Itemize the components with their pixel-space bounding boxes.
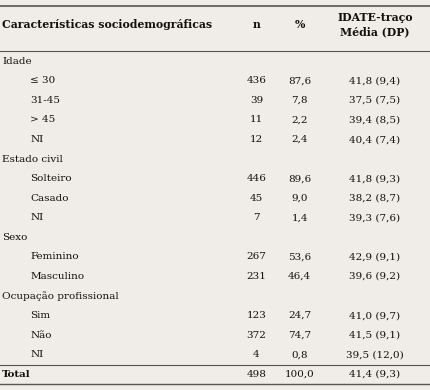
Text: Total: Total <box>2 370 31 379</box>
Text: 74,7: 74,7 <box>287 331 310 340</box>
Text: Sim: Sim <box>30 311 50 320</box>
Text: 41,8 (9,4): 41,8 (9,4) <box>349 76 399 85</box>
Text: 40,4 (7,4): 40,4 (7,4) <box>349 135 399 144</box>
Text: 41,8 (9,3): 41,8 (9,3) <box>349 174 399 183</box>
Text: 267: 267 <box>246 252 266 261</box>
Text: 37,5 (7,5): 37,5 (7,5) <box>349 96 399 105</box>
Text: Não: Não <box>30 331 52 340</box>
Text: 9,0: 9,0 <box>291 194 307 203</box>
Text: > 45: > 45 <box>30 115 55 124</box>
Text: 24,7: 24,7 <box>287 311 310 320</box>
Text: Feminino: Feminino <box>30 252 79 261</box>
Text: Sexo: Sexo <box>2 233 28 242</box>
Text: 11: 11 <box>249 115 262 124</box>
Text: 39,5 (12,0): 39,5 (12,0) <box>345 350 403 359</box>
Text: 31-45: 31-45 <box>30 96 60 105</box>
Text: 39: 39 <box>249 96 262 105</box>
Text: 2,2: 2,2 <box>291 115 307 124</box>
Text: 39,6 (9,2): 39,6 (9,2) <box>349 272 399 281</box>
Text: 436: 436 <box>246 76 266 85</box>
Text: 41,0 (9,7): 41,0 (9,7) <box>349 311 399 320</box>
Text: 41,4 (9,3): 41,4 (9,3) <box>349 370 399 379</box>
Text: 7: 7 <box>252 213 259 222</box>
Text: 123: 123 <box>246 311 266 320</box>
Text: n: n <box>252 19 260 30</box>
Text: NI: NI <box>30 135 43 144</box>
Text: Ocupação profissional: Ocupação profissional <box>2 291 119 301</box>
Text: 100,0: 100,0 <box>284 370 314 379</box>
Text: 2,4: 2,4 <box>291 135 307 144</box>
Text: 12: 12 <box>249 135 262 144</box>
Text: Solteiro: Solteiro <box>30 174 72 183</box>
Text: 231: 231 <box>246 272 266 281</box>
Text: 446: 446 <box>246 174 266 183</box>
Text: 4: 4 <box>252 350 259 359</box>
Text: Masculino: Masculino <box>30 272 84 281</box>
Text: 87,6: 87,6 <box>287 76 310 85</box>
Text: 498: 498 <box>246 370 266 379</box>
Text: 39,4 (8,5): 39,4 (8,5) <box>349 115 399 124</box>
Text: 45: 45 <box>249 194 262 203</box>
Text: NI: NI <box>30 350 43 359</box>
Text: 42,9 (9,1): 42,9 (9,1) <box>349 252 399 261</box>
Text: ≤ 30: ≤ 30 <box>30 76 55 85</box>
Text: 0,8: 0,8 <box>291 350 307 359</box>
Text: %: % <box>294 19 304 30</box>
Text: Casado: Casado <box>30 194 68 203</box>
Text: Idade: Idade <box>2 57 32 66</box>
Text: Características sociodemográficas: Características sociodemográficas <box>2 19 212 30</box>
Text: 7,8: 7,8 <box>291 96 307 105</box>
Text: 38,2 (8,7): 38,2 (8,7) <box>349 194 399 203</box>
Text: 372: 372 <box>246 331 266 340</box>
Text: 46,4: 46,4 <box>287 272 310 281</box>
Text: IDATE-traço
Média (DP): IDATE-traço Média (DP) <box>336 12 412 37</box>
Text: 1,4: 1,4 <box>291 213 307 222</box>
Text: NI: NI <box>30 213 43 222</box>
Text: 89,6: 89,6 <box>287 174 310 183</box>
Text: Estado civil: Estado civil <box>2 154 63 164</box>
Text: 53,6: 53,6 <box>287 252 310 261</box>
Text: 41,5 (9,1): 41,5 (9,1) <box>349 331 399 340</box>
Text: 39,3 (7,6): 39,3 (7,6) <box>349 213 399 222</box>
